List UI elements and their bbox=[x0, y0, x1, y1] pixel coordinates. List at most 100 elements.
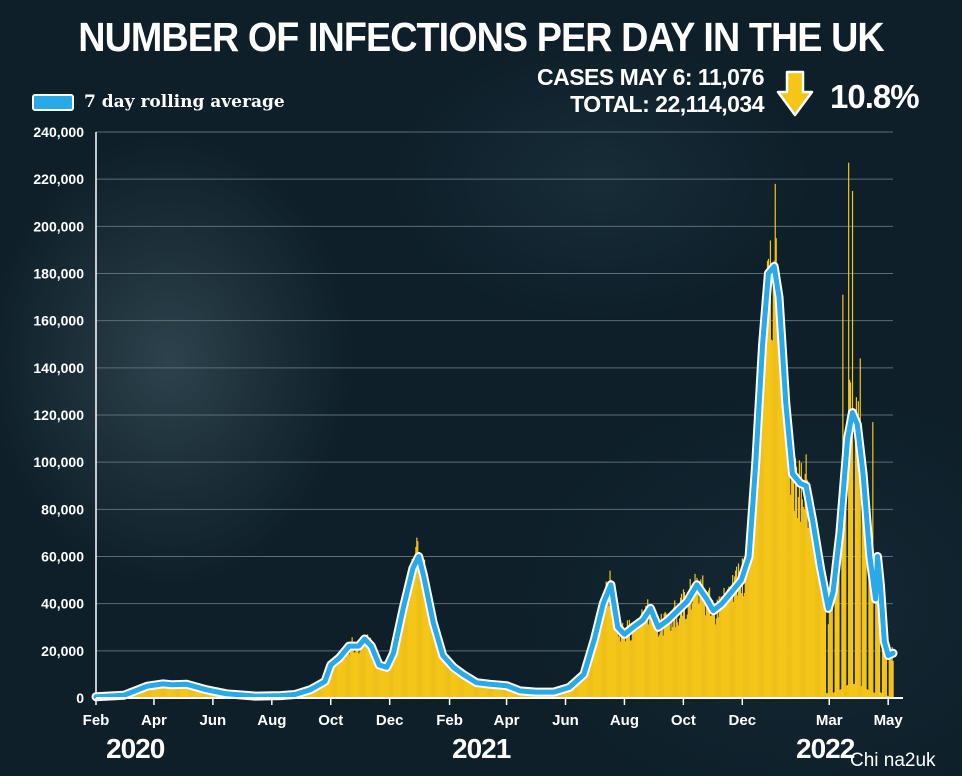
daily-bar bbox=[818, 559, 820, 698]
daily-bar bbox=[186, 683, 188, 698]
daily-bar bbox=[671, 611, 673, 698]
daily-bar bbox=[681, 615, 684, 698]
daily-bar bbox=[780, 323, 782, 698]
daily-bar bbox=[718, 596, 720, 698]
daily-bar bbox=[505, 685, 507, 698]
daily-bar bbox=[191, 684, 193, 698]
daily-bar bbox=[679, 618, 681, 698]
daily-bar bbox=[375, 661, 377, 698]
daily-bar bbox=[459, 674, 461, 698]
daily-bar bbox=[672, 627, 674, 698]
daily-bar bbox=[850, 428, 853, 698]
daily-bar bbox=[641, 609, 643, 698]
daily-bar bbox=[596, 636, 599, 698]
daily-bar bbox=[405, 606, 407, 698]
daily-bar bbox=[825, 693, 828, 698]
daily-bar bbox=[860, 685, 862, 698]
daily-bar bbox=[597, 615, 600, 698]
daily-bar bbox=[448, 655, 450, 698]
daily-bar bbox=[357, 640, 359, 698]
daily-bar bbox=[883, 647, 886, 698]
daily-bar bbox=[201, 689, 203, 698]
total-cases: TOTAL: 22,114,034 bbox=[570, 91, 764, 117]
daily-bar bbox=[804, 473, 806, 698]
daily-bar bbox=[638, 623, 640, 698]
daily-bar bbox=[875, 589, 877, 698]
daily-bar bbox=[146, 684, 148, 698]
daily-bar bbox=[791, 472, 793, 698]
daily-bar bbox=[498, 684, 500, 698]
daily-bar bbox=[195, 687, 198, 698]
daily-bar bbox=[698, 603, 700, 698]
daily-bar bbox=[618, 636, 620, 698]
daily-bar bbox=[626, 620, 629, 698]
daily-bar bbox=[587, 657, 589, 698]
daily-bar bbox=[649, 609, 651, 698]
legend-swatch bbox=[32, 93, 74, 111]
daily-bar bbox=[781, 344, 783, 698]
daily-bar bbox=[627, 632, 629, 698]
daily-bar bbox=[425, 588, 428, 698]
daily-bar bbox=[160, 682, 162, 698]
daily-bar bbox=[706, 604, 708, 698]
daily-bar bbox=[145, 687, 147, 698]
daily-bar bbox=[616, 620, 618, 698]
daily-bar bbox=[603, 593, 605, 698]
daily-bar bbox=[711, 599, 714, 698]
daily-bar bbox=[577, 676, 579, 698]
x-tick-label: Feb bbox=[83, 712, 110, 729]
daily-bar bbox=[751, 499, 753, 698]
daily-bar bbox=[690, 609, 692, 698]
daily-bar bbox=[722, 597, 724, 698]
daily-bar bbox=[877, 566, 879, 698]
daily-bar bbox=[475, 684, 477, 698]
daily-bar bbox=[777, 294, 779, 698]
y-tick-label: 0 bbox=[76, 690, 84, 706]
daily-bar bbox=[142, 687, 145, 698]
daily-bar bbox=[396, 624, 399, 698]
daily-bar bbox=[165, 682, 167, 698]
daily-bar bbox=[441, 647, 443, 698]
daily-bar bbox=[578, 677, 580, 698]
daily-bar bbox=[344, 658, 346, 698]
daily-bar bbox=[621, 636, 623, 698]
daily-bar bbox=[480, 683, 483, 698]
daily-bar bbox=[840, 689, 842, 698]
daily-bar bbox=[167, 683, 170, 698]
daily-bar bbox=[466, 679, 468, 698]
daily-bar bbox=[760, 422, 762, 698]
down-arrow-icon bbox=[776, 70, 814, 117]
daily-bar bbox=[794, 458, 797, 698]
daily-bar bbox=[178, 684, 180, 698]
daily-bar bbox=[362, 645, 364, 698]
daily-bar bbox=[419, 557, 421, 698]
daily-bar bbox=[323, 683, 325, 698]
daily-bar bbox=[612, 590, 614, 698]
daily-bar bbox=[574, 684, 576, 698]
daily-bar bbox=[702, 575, 704, 698]
year-label-2020: 2020 bbox=[106, 733, 165, 764]
daily-bar bbox=[645, 605, 647, 698]
x-tick-label: May bbox=[874, 712, 904, 729]
daily-bar bbox=[595, 631, 598, 698]
daily-bar bbox=[709, 615, 712, 698]
daily-bar bbox=[714, 624, 716, 698]
daily-bar bbox=[617, 629, 619, 698]
legend: 7 day rolling average bbox=[32, 92, 285, 112]
daily-bar bbox=[863, 515, 865, 698]
daily-bar bbox=[313, 687, 316, 698]
daily-bar bbox=[717, 617, 719, 698]
daily-bar bbox=[476, 681, 478, 698]
daily-bar bbox=[767, 258, 770, 698]
daily-bar bbox=[795, 467, 798, 698]
daily-bar bbox=[394, 637, 397, 698]
daily-bar bbox=[815, 547, 817, 698]
daily-bar bbox=[380, 668, 382, 698]
daily-bar bbox=[432, 610, 434, 698]
daily-bar bbox=[746, 552, 748, 698]
daily-bar bbox=[764, 311, 766, 698]
daily-bar bbox=[785, 391, 787, 698]
daily-bar bbox=[774, 183, 776, 699]
daily-bar bbox=[592, 638, 594, 698]
daily-bar bbox=[662, 635, 664, 698]
